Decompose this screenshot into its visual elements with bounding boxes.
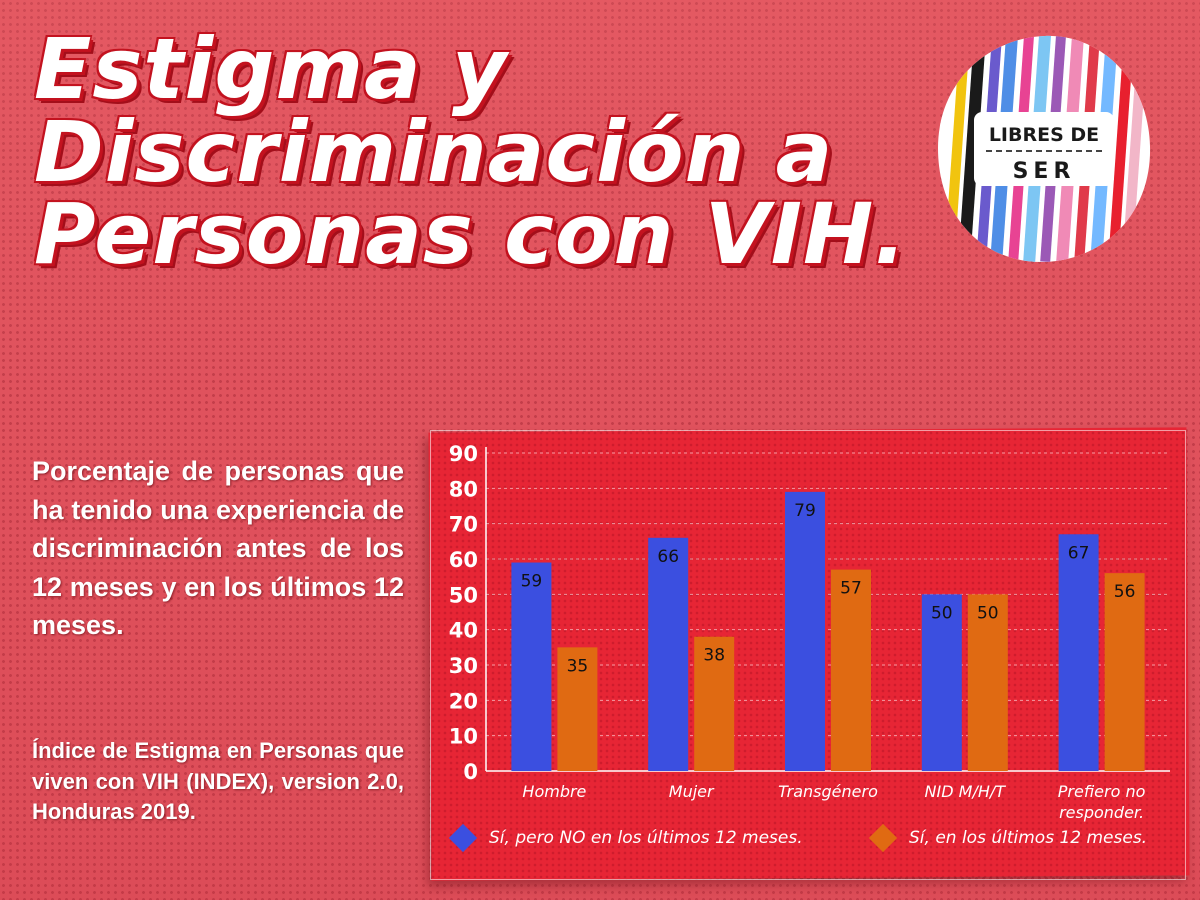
data-label: 57 [840, 579, 862, 599]
data-label: 66 [657, 547, 679, 567]
bar-blue [511, 562, 552, 771]
logo-text-line-1: LIBRES DE [989, 124, 1099, 146]
data-label: 50 [977, 603, 999, 623]
y-tick-label: 80 [449, 477, 478, 501]
y-tick-label: 50 [449, 583, 478, 607]
y-tick-label: 40 [449, 619, 478, 643]
bar-blue [648, 537, 689, 771]
title-line-3: Personas con VIH. [34, 185, 908, 284]
y-tick-label: 70 [449, 513, 478, 537]
legend-label-1: Sí, pero NO en los últimos 12 meses. [489, 828, 803, 848]
data-label: 38 [703, 646, 725, 666]
bar-orange [557, 647, 598, 771]
bar-chart: 0 10 20 30 40 50 60 70 80 90 59 35 Hombre 66 38 Mujer 79… [449, 442, 1170, 822]
bar-blue [785, 491, 825, 771]
bar-blue [921, 594, 962, 771]
y-tick-label: 10 [449, 725, 478, 749]
x-tick-label: Hombre [522, 782, 586, 801]
data-label: 50 [931, 603, 953, 623]
data-label: 56 [1114, 582, 1136, 602]
title-line-2: Discriminación a [34, 102, 834, 201]
x-tick-label: Prefiero no [1058, 782, 1146, 801]
libres-de-ser-logo: LIBRES DE SER [938, 35, 1151, 263]
data-label: 35 [567, 656, 589, 676]
source-citation: Índice de Estigma en Personas que viven … [32, 738, 404, 824]
bar-orange [967, 594, 1008, 771]
y-tick-label: 20 [449, 689, 478, 713]
y-tick-label: 60 [449, 548, 478, 572]
bar-orange [694, 636, 735, 771]
page-title: Estigma y Discriminación a Personas con … [34, 20, 908, 284]
x-tick-label: Mujer [669, 782, 715, 801]
y-tick-label: 0 [463, 760, 478, 784]
logo-text-line-2: SER [1013, 159, 1076, 184]
chart-description: Porcentaje de personas que ha tenido una… [32, 456, 404, 640]
data-label: 79 [794, 501, 816, 521]
bar-orange [1104, 573, 1145, 771]
title-line-1: Estigma y [34, 20, 508, 118]
x-tick-label: responder. [1059, 803, 1144, 822]
y-tick-label: 30 [449, 654, 478, 678]
legend-item-2: Sí, en los últimos 12 meses. [868, 823, 1148, 853]
data-label: 67 [1068, 543, 1090, 563]
bar-blue [1058, 534, 1099, 771]
legend-label-2: Sí, en los últimos 12 meses. [909, 828, 1148, 848]
y-tick-label: 90 [449, 442, 478, 466]
legend-item-1: Sí, pero NO en los últimos 12 meses. [448, 823, 803, 853]
bar-orange [831, 569, 871, 771]
legend-marker-orange [868, 823, 898, 853]
legend-marker-blue [448, 823, 478, 853]
x-tick-label: NID M/H/T [925, 782, 1007, 801]
x-tick-label: Transgénero [778, 782, 878, 801]
chart-panel-frame [430, 430, 1186, 880]
data-label: 59 [521, 572, 543, 592]
